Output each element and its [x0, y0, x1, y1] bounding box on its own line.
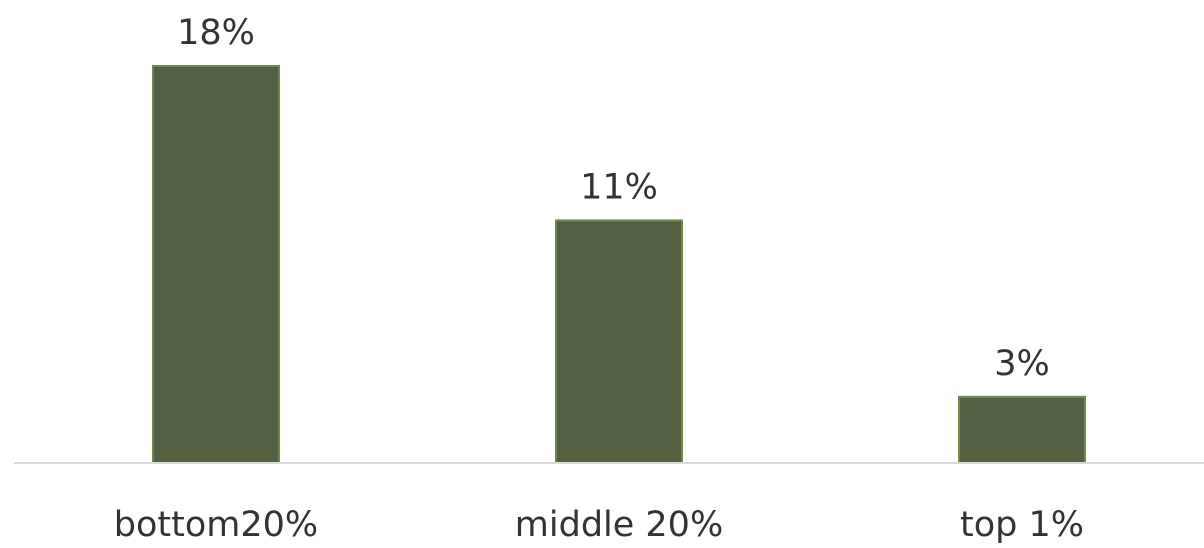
x-tick-label-1: middle 20%: [515, 505, 723, 545]
data-label-1: 11%: [580, 167, 658, 207]
data-labels-group: 18% 11% 3%: [177, 13, 1050, 384]
data-label-0: 18%: [177, 13, 255, 53]
bar-2: [958, 395, 1086, 465]
bars-group: [152, 65, 1086, 465]
bar-0: [152, 65, 280, 464]
x-tick-label-2: top 1%: [960, 505, 1084, 545]
bar-1: [555, 219, 683, 464]
x-tick-labels-group: bottom20% middle 20% top 1%: [114, 505, 1084, 545]
data-label-2: 3%: [994, 344, 1050, 384]
x-tick-label-0: bottom20%: [114, 505, 318, 545]
